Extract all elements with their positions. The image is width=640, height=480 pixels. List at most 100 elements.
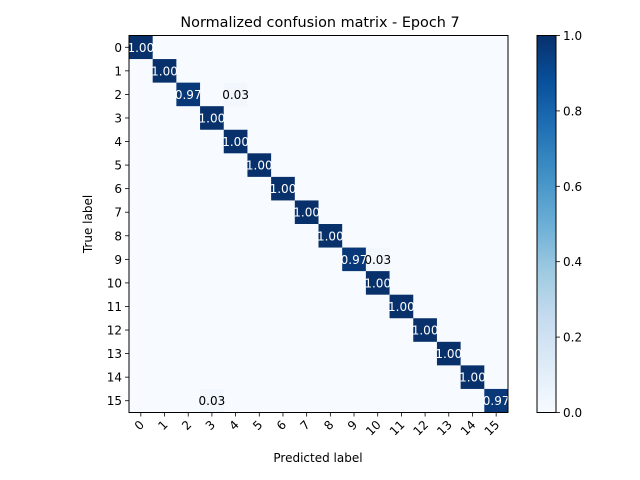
heatmap-cell <box>223 35 248 60</box>
heatmap-cell <box>129 176 154 201</box>
x-tick-label: 12 <box>411 418 432 439</box>
heatmap-cell <box>200 82 225 107</box>
heatmap-cell <box>365 176 390 201</box>
heatmap-cell <box>129 247 154 272</box>
heatmap-cell <box>200 247 225 272</box>
heatmap-cell <box>389 224 414 248</box>
x-tick-label: 11 <box>387 418 408 439</box>
heatmap-cell <box>484 365 509 390</box>
heatmap-cell <box>413 59 438 84</box>
heatmap-cell <box>318 388 343 413</box>
colorbar-ticks: 0.0 0.2 0.4 0.6 0.8 1.0 <box>556 29 582 420</box>
heatmap-cell <box>436 153 462 178</box>
heatmap-cell <box>342 388 367 413</box>
heatmap-cell <box>200 365 225 390</box>
heatmap-cell <box>294 59 319 84</box>
heatmap-cell <box>436 388 462 413</box>
heatmap-cell <box>365 106 390 131</box>
x-axis-ticks: 0 1 2 3 4 5 6 7 8 9 10 11 12 13 14 15 <box>132 412 502 439</box>
heatmap-cell <box>436 294 462 319</box>
heatmap-cell <box>413 106 438 131</box>
heatmap-cell <box>271 365 296 390</box>
heatmap-cell <box>413 176 438 201</box>
heatmap-cell <box>200 129 225 154</box>
heatmap-cell <box>460 247 485 272</box>
heatmap-cell <box>365 388 390 413</box>
heatmap-cell <box>271 59 296 84</box>
heatmap-cell <box>413 153 438 178</box>
heatmap-cell <box>460 318 485 343</box>
heatmap-cell <box>271 153 296 178</box>
heatmap-cell <box>389 129 414 154</box>
heatmap-cell <box>389 388 414 413</box>
heatmap-cell <box>294 341 319 366</box>
heatmap-cell <box>342 365 367 390</box>
heatmap-cell <box>436 59 462 84</box>
heatmap-cell <box>342 106 367 131</box>
heatmap-cell <box>176 106 201 131</box>
heatmap-cell <box>436 129 462 154</box>
heatmap-cell <box>247 176 272 201</box>
heatmap-cell <box>318 294 343 319</box>
heatmap-cell <box>176 247 201 272</box>
colorbar-tick-label: 0.6 <box>563 180 582 194</box>
heatmap-cell <box>365 129 390 154</box>
heatmap-cell <box>389 294 414 319</box>
heatmap-cell <box>460 388 485 413</box>
heatmap-cell <box>484 271 509 296</box>
heatmap-cell <box>365 294 390 319</box>
y-tick-label: 4 <box>114 135 122 149</box>
heatmap-cell <box>365 365 390 390</box>
x-tick-label: 4 <box>226 418 241 433</box>
heatmap-cell <box>318 129 343 154</box>
heatmap-cell <box>152 153 177 178</box>
heatmap-cell <box>200 271 225 296</box>
heatmap-cell <box>318 365 343 390</box>
heatmap-cell <box>484 35 509 60</box>
heatmap-cell <box>484 82 509 107</box>
heatmap-cell <box>129 153 154 178</box>
heatmap-cell <box>365 341 390 366</box>
heatmap-cell <box>176 365 201 390</box>
cell-value-label: 1.00 <box>317 229 344 243</box>
heatmap-cell <box>271 388 296 413</box>
heatmap-cell <box>152 106 177 131</box>
y-tick-label: 6 <box>114 182 122 196</box>
heatmap-cell <box>200 388 225 413</box>
heatmap-cell <box>247 59 272 84</box>
x-axis-label: Predicted label <box>273 451 362 465</box>
heatmap-cell <box>152 318 177 343</box>
heatmap-cell <box>342 129 367 154</box>
heatmap-cell <box>294 294 319 319</box>
heatmap-cell <box>223 106 248 131</box>
heatmap-cell <box>436 35 462 60</box>
heatmap-cell <box>247 271 272 296</box>
heatmap-cell <box>342 341 367 366</box>
heatmap-cell <box>389 153 414 178</box>
plot-frame <box>128 35 509 413</box>
y-tick-label: 12 <box>107 324 122 338</box>
heatmap-cell <box>413 82 438 107</box>
heatmap-cell <box>247 82 272 107</box>
heatmap-cell <box>342 271 367 296</box>
heatmap-cell <box>176 388 201 413</box>
heatmap-cell <box>129 341 154 366</box>
cell-value-label: 0.03 <box>199 394 226 408</box>
heatmap-cell <box>271 35 296 60</box>
cell-value-label: 1.00 <box>270 182 297 196</box>
cell-value-label: 1.00 <box>199 111 226 125</box>
heatmap-cell <box>294 129 319 154</box>
x-tick-label: 14 <box>458 418 479 439</box>
heatmap-cell <box>129 224 154 248</box>
cell-value-label: 1.00 <box>246 159 273 173</box>
heatmap-cell <box>223 318 248 343</box>
heatmap-cell <box>247 341 272 366</box>
heatmap-cell <box>413 365 438 390</box>
heatmap-cell <box>223 224 248 248</box>
heatmap-cell <box>200 224 225 248</box>
heatmap-cell <box>152 176 177 201</box>
heatmap-cell <box>129 294 154 319</box>
cell-value-label: 1.00 <box>127 41 154 55</box>
heatmap-cell <box>389 200 414 225</box>
